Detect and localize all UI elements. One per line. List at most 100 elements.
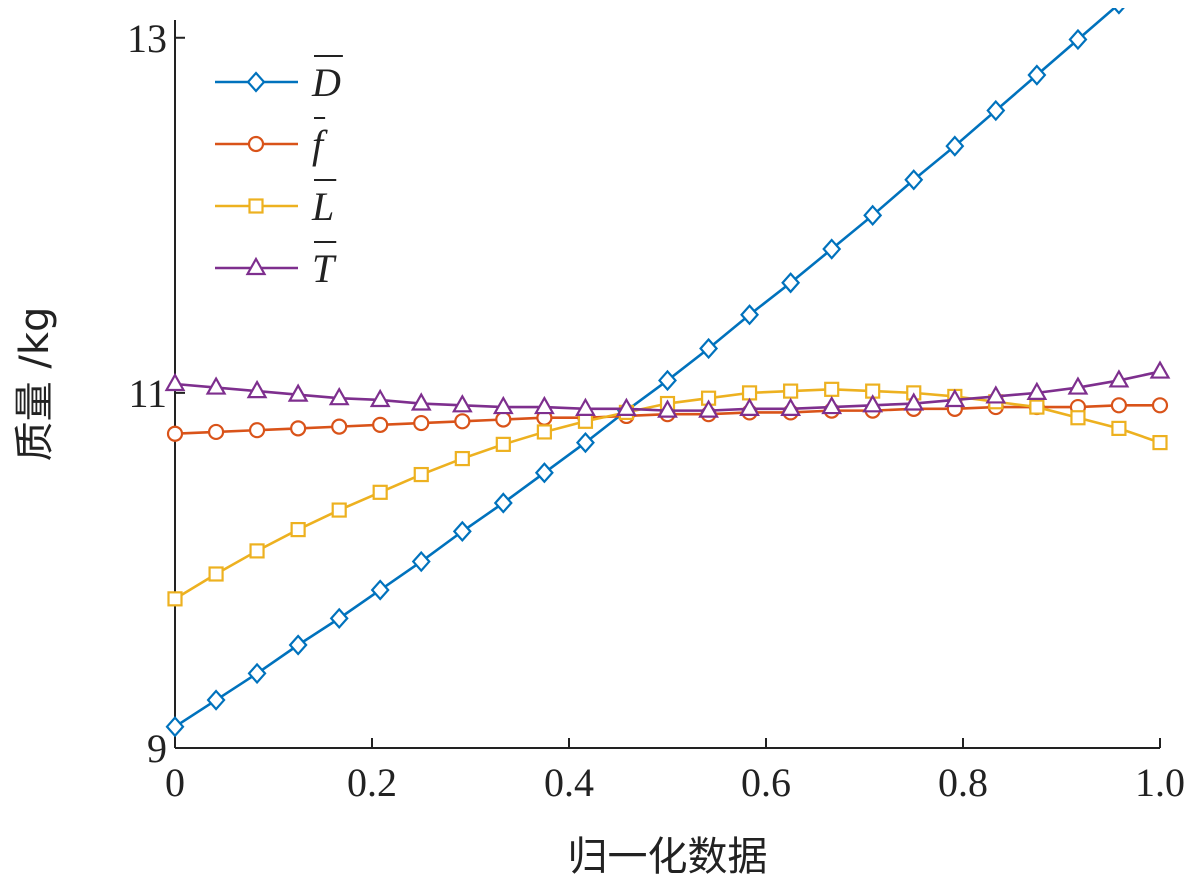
- data-point-T: [698, 399, 719, 418]
- data-point-D: [411, 550, 431, 573]
- data-point-D: [575, 431, 595, 454]
- data-point-D: [247, 662, 267, 685]
- x-tick-label: 1.0: [1135, 760, 1185, 805]
- data-point-T: [903, 392, 925, 411]
- x-tick-label: 0.2: [347, 760, 397, 805]
- data-point-f: [495, 411, 512, 428]
- data-point-D: [1068, 28, 1088, 51]
- x-tick-label: 0.8: [938, 760, 988, 805]
- data-point-T: [780, 397, 802, 416]
- data-point-L: [167, 591, 183, 607]
- data-point-D: [452, 520, 472, 543]
- data-point-D: [206, 689, 226, 711]
- legend-marker-D: [246, 71, 266, 93]
- data-point-L: [454, 450, 470, 467]
- x-axis-title: 归一化数据: [568, 834, 768, 880]
- data-point-T: [575, 397, 596, 416]
- axes: 0 0.2 0.4 0.6 0.8 1.0 9 11 13 归一化数据 质量 /kg: [12, 16, 1185, 880]
- data-point-D: [904, 169, 924, 191]
- data-point-T: [328, 386, 350, 406]
- y-tick-label: 13: [127, 16, 167, 61]
- data-point-D: [534, 462, 554, 484]
- data-point-T: [657, 399, 678, 418]
- data-point-D: [863, 204, 883, 226]
- data-point-f: [1110, 397, 1128, 414]
- data-point-L: [783, 383, 799, 399]
- data-point-D: [288, 634, 308, 656]
- legend-item-f: f: [215, 117, 328, 167]
- data-point-f: [248, 422, 266, 439]
- legend-marker-f: [247, 135, 265, 153]
- legend-label: D: [311, 60, 341, 105]
- legend-label: L: [311, 184, 334, 229]
- series-T: [164, 360, 1171, 418]
- data-point-L: [495, 436, 511, 452]
- data-point-D: [329, 607, 349, 630]
- data-point-T: [739, 397, 760, 416]
- data-point-L: [1029, 399, 1045, 415]
- data-point-f: [1151, 397, 1169, 414]
- data-point-L: [1111, 420, 1127, 436]
- data-point-L: [741, 385, 758, 401]
- data-point-f: [290, 420, 307, 437]
- data-point-D: [370, 579, 390, 601]
- legend-item-T: T: [215, 241, 337, 291]
- data-point-L: [824, 381, 840, 397]
- data-point-D: [699, 337, 719, 360]
- data-point-L: [413, 466, 429, 483]
- legend-item-L: L: [215, 179, 337, 229]
- data-point-T: [410, 392, 432, 411]
- data-point-f: [454, 413, 471, 430]
- data-point-T: [205, 376, 227, 395]
- y-tick-label: 9: [147, 726, 167, 771]
- data-point-L: [331, 502, 347, 518]
- data-point-T: [616, 397, 637, 416]
- x-tick-label: 0.6: [741, 760, 791, 805]
- data-point-D: [1112, 8, 1125, 15]
- legend-label: f: [312, 122, 328, 167]
- data-point-T: [451, 394, 473, 413]
- data-point-T: [944, 388, 966, 408]
- data-point-T: [985, 385, 1007, 404]
- data-point-L: [249, 543, 265, 559]
- y-axis-title: 质量 /kg: [12, 307, 58, 462]
- series-D: [165, 8, 1125, 738]
- data-point-D: [658, 369, 677, 392]
- data-point-L: [536, 424, 552, 440]
- data-point-D: [165, 716, 185, 738]
- x-tick-label: 0: [165, 760, 185, 805]
- data-point-D: [822, 238, 842, 260]
- series-line-D: [174, 8, 1117, 728]
- data-point-T: [1067, 376, 1089, 395]
- data-point-f: [207, 423, 225, 441]
- data-point-D: [986, 99, 1006, 122]
- data-point-D: [1027, 64, 1047, 86]
- data-point-f: [413, 414, 430, 432]
- x-tick-label: 0.4: [544, 760, 594, 805]
- data-point-f: [166, 425, 184, 442]
- data-point-D: [781, 272, 801, 294]
- data-point-T: [369, 388, 391, 408]
- data-point-T: [164, 372, 186, 392]
- data-point-L: [1152, 434, 1168, 451]
- data-point-T: [287, 383, 309, 402]
- legend-label: T: [312, 246, 337, 291]
- data-point-L: [1070, 410, 1086, 426]
- data-point-D: [740, 304, 760, 326]
- data-point-L: [372, 484, 388, 500]
- legend-marker-L: [248, 198, 264, 214]
- data-point-T: [1149, 360, 1171, 379]
- data-point-D: [493, 492, 513, 514]
- data-point-T: [821, 395, 843, 415]
- data-point-T: [533, 395, 555, 415]
- legend-marker-T: [245, 256, 267, 276]
- data-point-T: [1108, 369, 1130, 388]
- data-point-L: [290, 521, 306, 538]
- data-point-D: [945, 135, 965, 157]
- data-point-T: [1026, 381, 1048, 400]
- data-point-f: [372, 416, 389, 433]
- y-tick-label: 11: [128, 371, 167, 416]
- data-point-T: [246, 379, 268, 399]
